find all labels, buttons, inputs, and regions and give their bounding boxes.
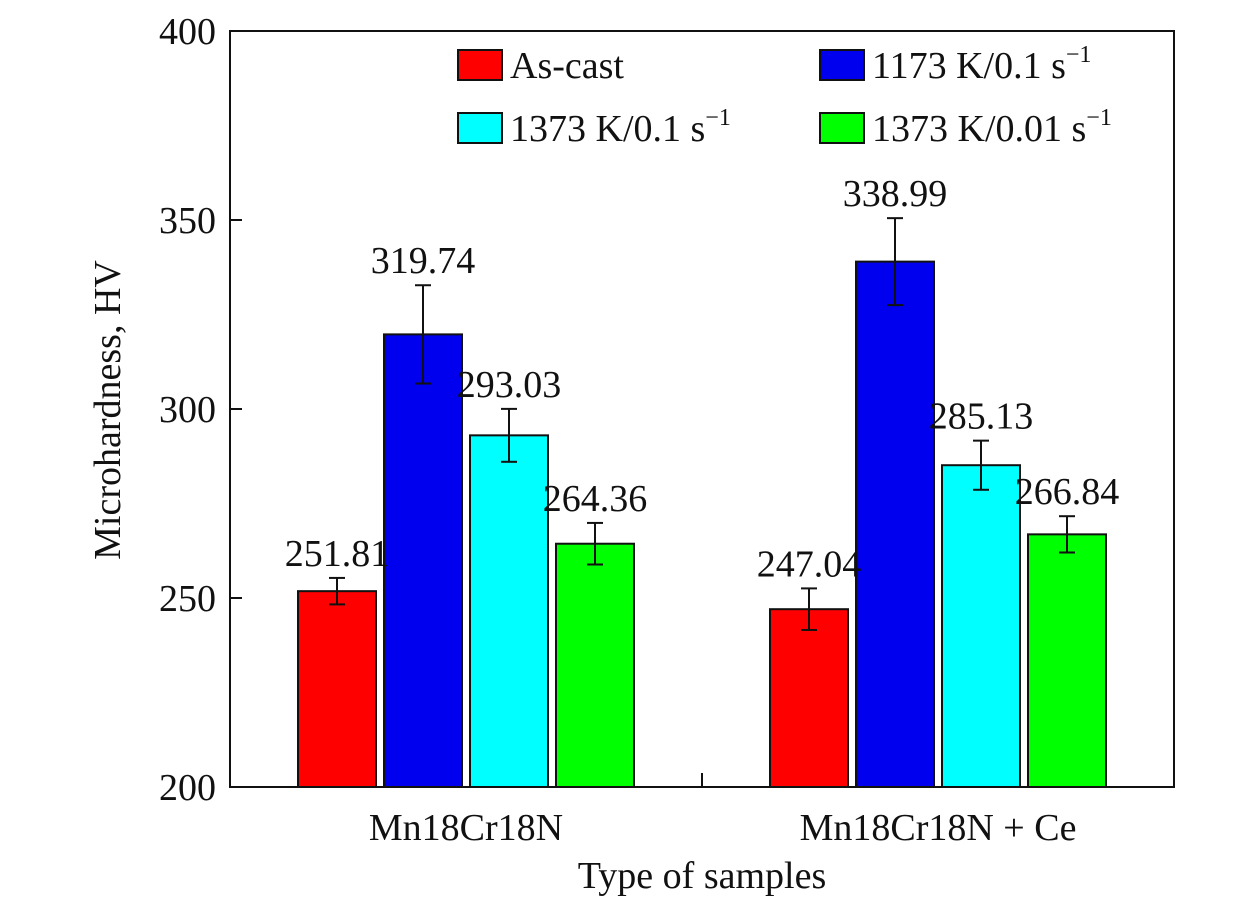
legend-swatch <box>819 112 865 144</box>
data-label: 319.74 <box>371 240 476 282</box>
legend-label: 1373 K/0.01 s−1 <box>872 105 1112 150</box>
data-label: 264.36 <box>543 478 648 520</box>
legend-label: 1373 K/0.1 s−1 <box>510 105 731 150</box>
legend: As-cast 1173 K/0.1 s−1 1373 K/0.1 s−1 1373 … <box>457 42 1112 150</box>
axes: 200 250 300 350 400 Mn18Cr18N Mn18Cr18N + Ce <box>159 11 1175 849</box>
bars <box>297 217 1107 788</box>
y-tick-label: 350 <box>159 200 216 242</box>
x-tick-label: Mn18Cr18N <box>369 807 563 849</box>
data-label: 293.03 <box>457 364 562 406</box>
bar <box>855 260 935 788</box>
legend-label-superscript: −1 <box>1066 42 1092 68</box>
bar <box>1027 533 1107 788</box>
y-tick-label: 400 <box>159 11 216 53</box>
legend-label: 1173 K/0.1 s−1 <box>872 42 1091 87</box>
bar <box>769 608 849 788</box>
data-label: 338.99 <box>843 173 948 215</box>
y-tick-label: 250 <box>159 578 216 620</box>
bar <box>469 434 549 788</box>
legend-label: As-cast <box>510 45 624 87</box>
bar <box>297 590 377 788</box>
legend-label-superscript: −1 <box>705 105 731 131</box>
x-axis-title: Type of samples <box>578 855 827 897</box>
data-label: 251.81 <box>285 533 390 575</box>
y-axis-title: Microhardness, HV <box>87 260 129 560</box>
bar <box>555 542 635 788</box>
data-labels: 251.81 247.04 319.74 338.99 293.03 285.13 264.… <box>285 173 1120 585</box>
legend-label-superscript: −1 <box>1086 105 1112 131</box>
data-label: 247.04 <box>757 543 862 585</box>
legend-swatch <box>457 112 503 144</box>
bar <box>941 464 1021 788</box>
x-tick-label: Mn18Cr18N + Ce <box>800 807 1077 849</box>
data-label: 266.84 <box>1015 471 1120 513</box>
y-tick-label: 300 <box>159 389 216 431</box>
legend-swatch <box>819 49 865 81</box>
y-tick-label: 200 <box>159 767 216 809</box>
bar <box>383 333 463 788</box>
data-label: 285.13 <box>929 396 1034 438</box>
legend-swatch <box>457 49 503 81</box>
